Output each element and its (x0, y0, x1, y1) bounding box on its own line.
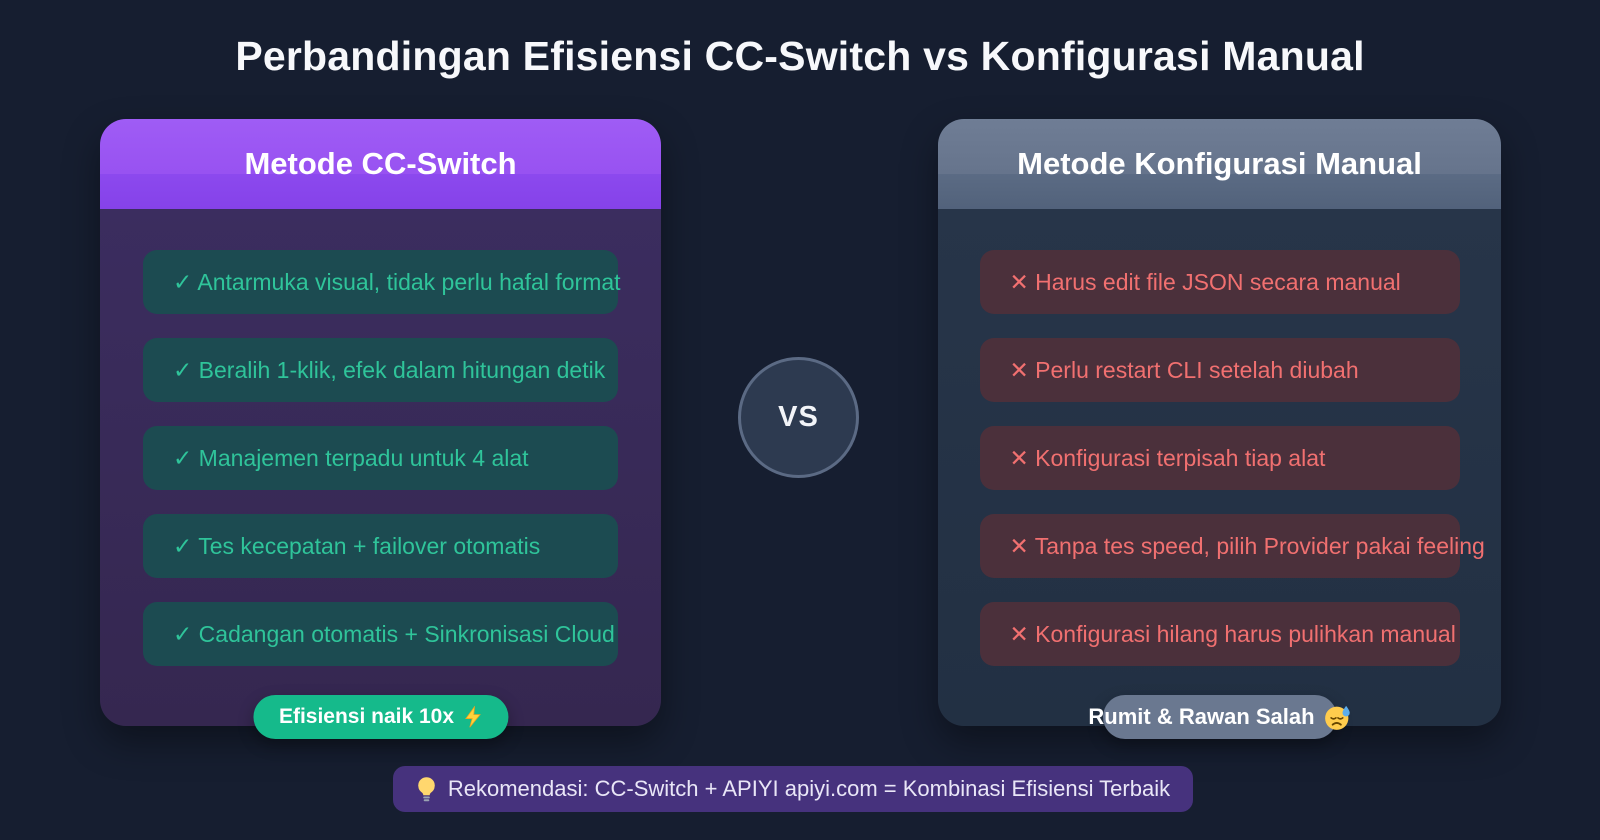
con-item: ✕ Perlu restart CLI setelah diubah (979, 338, 1460, 402)
manual-config-card-title: Metode Konfigurasi Manual (1017, 146, 1422, 181)
pro-item: ✓ Cadangan otomatis + Sinkronisasi Cloud (143, 602, 618, 666)
cc-switch-card-header: Metode CC-Switch (100, 119, 661, 209)
pro-item: ✓ Tes kecepatan + failover otomatis (143, 514, 618, 578)
page-title: Perbandingan Efisiensi CC-Switch vs Konf… (235, 33, 1365, 79)
cc-switch-card: Metode CC-Switch ✓ Antarmuka visual, tid… (100, 119, 661, 739)
recommendation-text: Rekomendasi: CC-Switch + APIYI apiyi.com… (447, 776, 1171, 801)
light-bulb-icon (418, 776, 435, 801)
manual-config-card: Metode Konfigurasi Manual ✕ Harus edit f… (938, 119, 1501, 739)
vs-divider: VS (738, 357, 859, 478)
con-item: ✕ Harus edit file JSON secara manual (979, 250, 1460, 314)
con-item: ✕ Konfigurasi hilang harus pulihkan manu… (979, 602, 1460, 666)
efficiency-badge-label: Efisiensi naik 10x (278, 705, 455, 728)
manual-config-item-list: ✕ Harus edit file JSON secara manual ✕ Pe… (938, 209, 1501, 726)
vs-label: VS (778, 401, 819, 433)
efficiency-badge: Efisiensi naik 10x (252, 695, 509, 739)
pro-item: ✓ Manajemen terpadu untuk 4 alat (143, 426, 618, 490)
error-prone-badge-label: Rumit & Rawan Salah (1088, 704, 1315, 729)
con-item: ✕ Konfigurasi terpisah tiap alat (979, 426, 1460, 490)
recommendation-bar: Rekomendasi: CC-Switch + APIYI apiyi.com… (393, 766, 1193, 812)
downcast-sweat-face-icon (1324, 705, 1350, 730)
lightning-bolt-icon (464, 706, 481, 728)
manual-config-card-header: Metode Konfigurasi Manual (938, 119, 1501, 209)
cc-switch-item-list: ✓ Antarmuka visual, tidak perlu hafal fo… (100, 209, 661, 726)
con-item: ✕ Tanpa tes speed, pilih Provider pakai … (979, 514, 1485, 578)
error-prone-badge: Rumit & Rawan Salah (1088, 695, 1350, 739)
pro-item: ✓ Beralih 1-klik, efek dalam hitungan de… (143, 338, 618, 402)
pro-item: ✓ Antarmuka visual, tidak perlu hafal fo… (143, 250, 621, 314)
cc-switch-card-title: Metode CC-Switch (244, 146, 517, 181)
